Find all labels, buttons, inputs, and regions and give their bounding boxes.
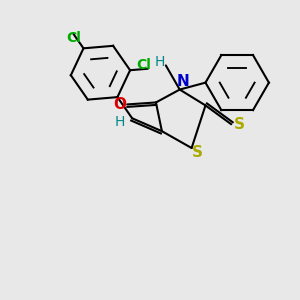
Text: Cl: Cl	[136, 58, 151, 72]
Text: H: H	[115, 115, 125, 129]
Text: S: S	[234, 117, 245, 132]
Text: Cl: Cl	[66, 31, 81, 45]
Text: H: H	[155, 56, 165, 70]
Text: S: S	[192, 146, 203, 160]
Text: O: O	[113, 97, 126, 112]
Text: N: N	[176, 74, 189, 89]
